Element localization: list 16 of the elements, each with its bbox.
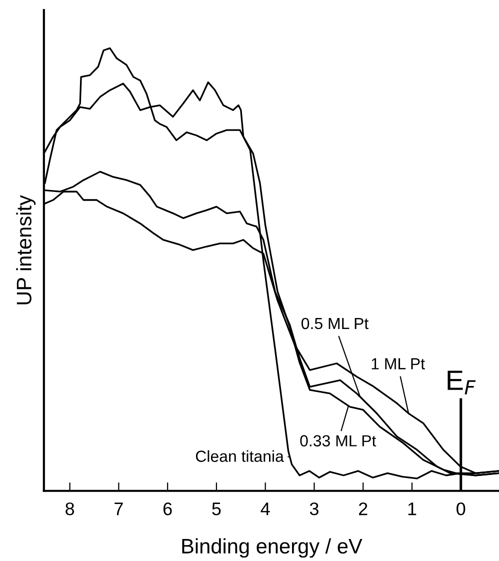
x-tick-label: 7 [114, 502, 123, 516]
x-tick-label: 6 [163, 502, 172, 516]
y-axis-title: UP intensity [16, 195, 36, 304]
x-tick-label: 4 [260, 502, 270, 516]
x-tick-label: 8 [66, 502, 74, 516]
x-tick-label: 1 [408, 502, 416, 516]
x-tick-label: 2 [358, 502, 368, 516]
x-tick-label: 3 [310, 502, 318, 516]
series-label: 1 ML Pt [372, 358, 425, 370]
series-label: 0.5 ML Pt [302, 318, 369, 330]
series-label: Clean titania [196, 450, 284, 462]
x-tick-label: 0 [456, 502, 466, 516]
series-label: 0.33 ML Pt [300, 435, 376, 446]
x-axis-title: Binding energy / eV [182, 538, 362, 558]
x-tick-label: 5 [212, 502, 221, 516]
ref-line-label: E$_{F}$ [448, 370, 476, 394]
